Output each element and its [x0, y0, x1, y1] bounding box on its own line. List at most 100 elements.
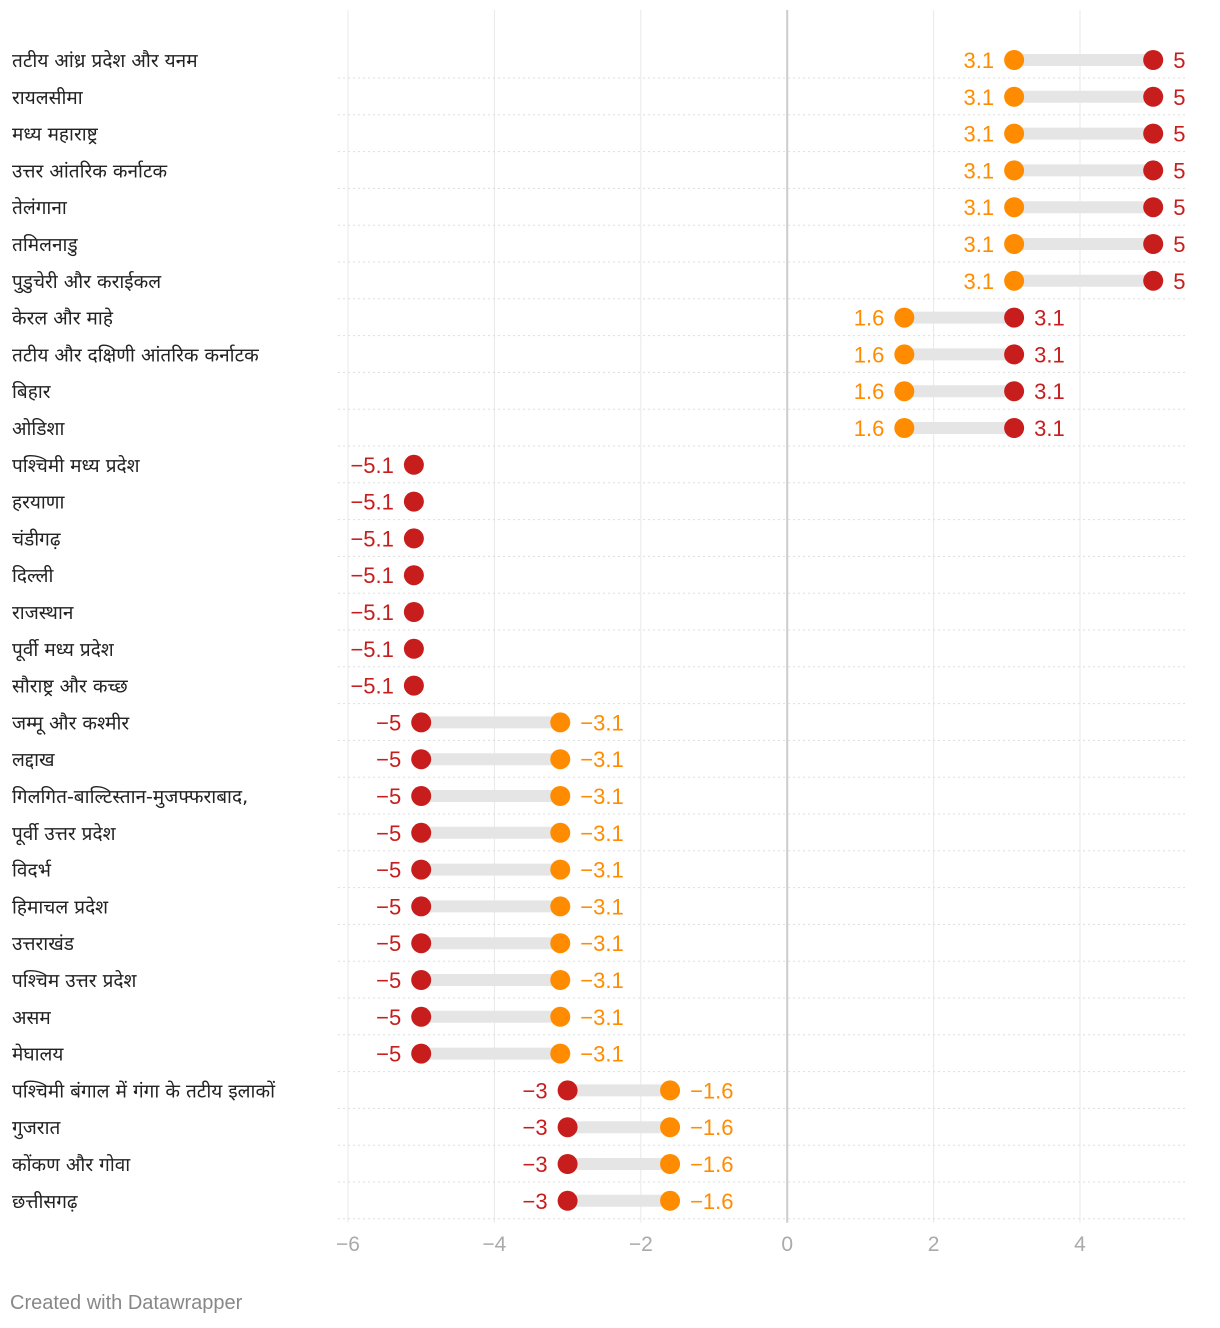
value-label-series-a: 3.1 [964, 158, 995, 183]
value-label-series-a: −1.6 [690, 1115, 733, 1140]
chart-row: तटीय आंध्र प्रदेश और यनम 5 3.1 [12, 48, 1188, 79]
row-label: उत्तराखंड [12, 933, 75, 955]
chart-row: पश्चिम उत्तर प्रदेश −5 −3.1 [12, 968, 1188, 999]
value-label-series-a: 1.6 [854, 379, 885, 404]
dot-series-a [1004, 234, 1025, 254]
dot-series-a [660, 1080, 681, 1101]
chart-row: राजस्थान −5.1 [12, 600, 1188, 631]
value-label-series-b: −5.1 [350, 637, 393, 662]
row-label: तटीय और दक्षिणी आंतरिक कर्नाटक [12, 343, 259, 366]
value-label-series-b: 5 [1173, 122, 1185, 147]
dot-series-a [894, 344, 915, 365]
x-tick-label: −2 [629, 1233, 653, 1256]
dot-series-b [557, 1080, 578, 1101]
dot-series-b [1143, 86, 1164, 107]
chart-row: मेघालय −5 −3.1 [12, 1042, 1188, 1073]
value-label-series-a: −3.1 [580, 821, 623, 846]
row-label: तेलंगाना [12, 196, 68, 219]
row-label: पश्चिमी मध्य प्रदेश [12, 454, 141, 477]
dot-series-b [1143, 50, 1164, 70]
value-label-series-a: 3.1 [964, 85, 995, 110]
value-label-series-b: −5.1 [350, 453, 393, 478]
row-label: दिल्ली [12, 564, 54, 587]
grid-layer [347, 10, 1081, 1223]
value-label-series-a: 3.1 [964, 269, 995, 294]
value-label-series-a: 3.1 [964, 195, 995, 220]
value-label-series-b: −3 [523, 1189, 548, 1214]
dot-series-b [403, 602, 424, 622]
dot-series-a [550, 1043, 571, 1064]
chart-row: ओडिशा 3.1 1.6 [12, 416, 1188, 447]
value-label-series-a: 3.1 [964, 232, 995, 257]
value-label-series-b: 3.1 [1034, 342, 1065, 367]
dot-series-a [550, 859, 571, 880]
row-label: छत्तीसगढ़ [12, 1190, 78, 1213]
dot-series-b [557, 1117, 578, 1138]
row-label: पूर्वी मध्य प्रदेश [12, 638, 115, 662]
dot-series-a [550, 822, 571, 843]
value-label-series-b: −5.1 [350, 490, 393, 515]
row-label: केरल और माहे [12, 307, 114, 330]
dot-series-b [1143, 270, 1164, 291]
value-label-series-b: −5 [376, 710, 401, 735]
value-label-series-b: −5 [376, 1005, 401, 1030]
value-label-series-b: 3.1 [1034, 306, 1065, 331]
row-label: गिलगित-बाल्टिस्तान-मुजफ्फराबाद, [12, 785, 248, 809]
chart-row: लद्दाख −5 −3.1 [12, 747, 1188, 778]
x-tick-label: −4 [482, 1233, 506, 1256]
value-label-series-a: −3.1 [580, 858, 623, 883]
value-label-series-a: 1.6 [854, 342, 885, 367]
value-label-series-a: −3.1 [580, 784, 623, 809]
row-label: मेघालय [12, 1043, 64, 1066]
value-label-series-a: −3.1 [580, 931, 623, 956]
dot-series-a [550, 896, 571, 917]
chart-row: बिहार 3.1 1.6 [12, 379, 1188, 410]
dot-series-b [403, 638, 424, 659]
dot-series-a [1004, 123, 1025, 144]
row-label: हिमाचल प्रदेश [12, 895, 109, 918]
row-label: उत्तर आंतरिक कर्नाटक [12, 159, 168, 182]
dot-series-a [1004, 50, 1025, 70]
value-label-series-b: −5.1 [350, 600, 393, 625]
row-label: रायलसीमा [12, 86, 84, 109]
value-label-series-b: −5 [376, 968, 401, 993]
value-label-series-a: −1.6 [690, 1189, 733, 1214]
dot-series-a [550, 712, 571, 733]
chart-row: असम −5 −3.1 [12, 1005, 1188, 1036]
chart-row: हरयाणा −5.1 [12, 490, 1188, 521]
chart-row: गुजरात −3 −1.6 [12, 1115, 1188, 1146]
chart-row: विदर्भ −5 −3.1 [12, 858, 1188, 889]
dot-series-b [411, 970, 432, 990]
chart-row: गिलगित-बाल्टिस्तान-मुजफ्फराबाद, −5 −3.1 [12, 784, 1188, 815]
row-label: लद्दाख [12, 749, 55, 771]
dot-series-b [403, 528, 424, 549]
value-label-series-a: −3.1 [580, 968, 623, 993]
dot-series-b [411, 859, 432, 880]
chart-row: तमिलनाडु 5 3.1 [12, 232, 1188, 263]
value-label-series-b: −5.1 [350, 526, 393, 551]
value-label-series-b: −5 [376, 747, 401, 772]
value-label-series-b: −5 [376, 784, 401, 809]
value-label-series-b: −5 [376, 858, 401, 883]
dot-series-b [1143, 197, 1164, 218]
dot-series-a [550, 933, 571, 954]
dot-series-a [1004, 86, 1025, 107]
dot-series-a [550, 1006, 571, 1027]
chart-row: पूर्वी मध्य प्रदेश −5.1 [12, 637, 1188, 668]
value-label-series-b: −5 [376, 931, 401, 956]
value-label-series-a: −3.1 [580, 1005, 623, 1030]
row-label: बिहार [12, 380, 52, 403]
chart-row: दिल्ली −5.1 [12, 563, 1188, 594]
dot-series-a [550, 786, 571, 806]
chart-row: सौराष्ट्र और कच्छ −5.1 [12, 674, 1188, 705]
dot-series-b [1004, 344, 1025, 365]
x-axis: −6 −4 −2 0 2 4 [336, 1233, 1086, 1256]
chart-row: तेलंगाना 5 3.1 [12, 195, 1188, 226]
dot-series-b [411, 749, 432, 770]
dot-series-b [1143, 234, 1164, 254]
chart-row: हिमाचल प्रदेश −5 −3.1 [12, 894, 1188, 925]
datawrapper-credit: Created with Datawrapper [10, 1292, 243, 1314]
dot-series-a [1004, 197, 1025, 218]
chart-row: चंडीगढ़ −5.1 [12, 526, 1188, 557]
